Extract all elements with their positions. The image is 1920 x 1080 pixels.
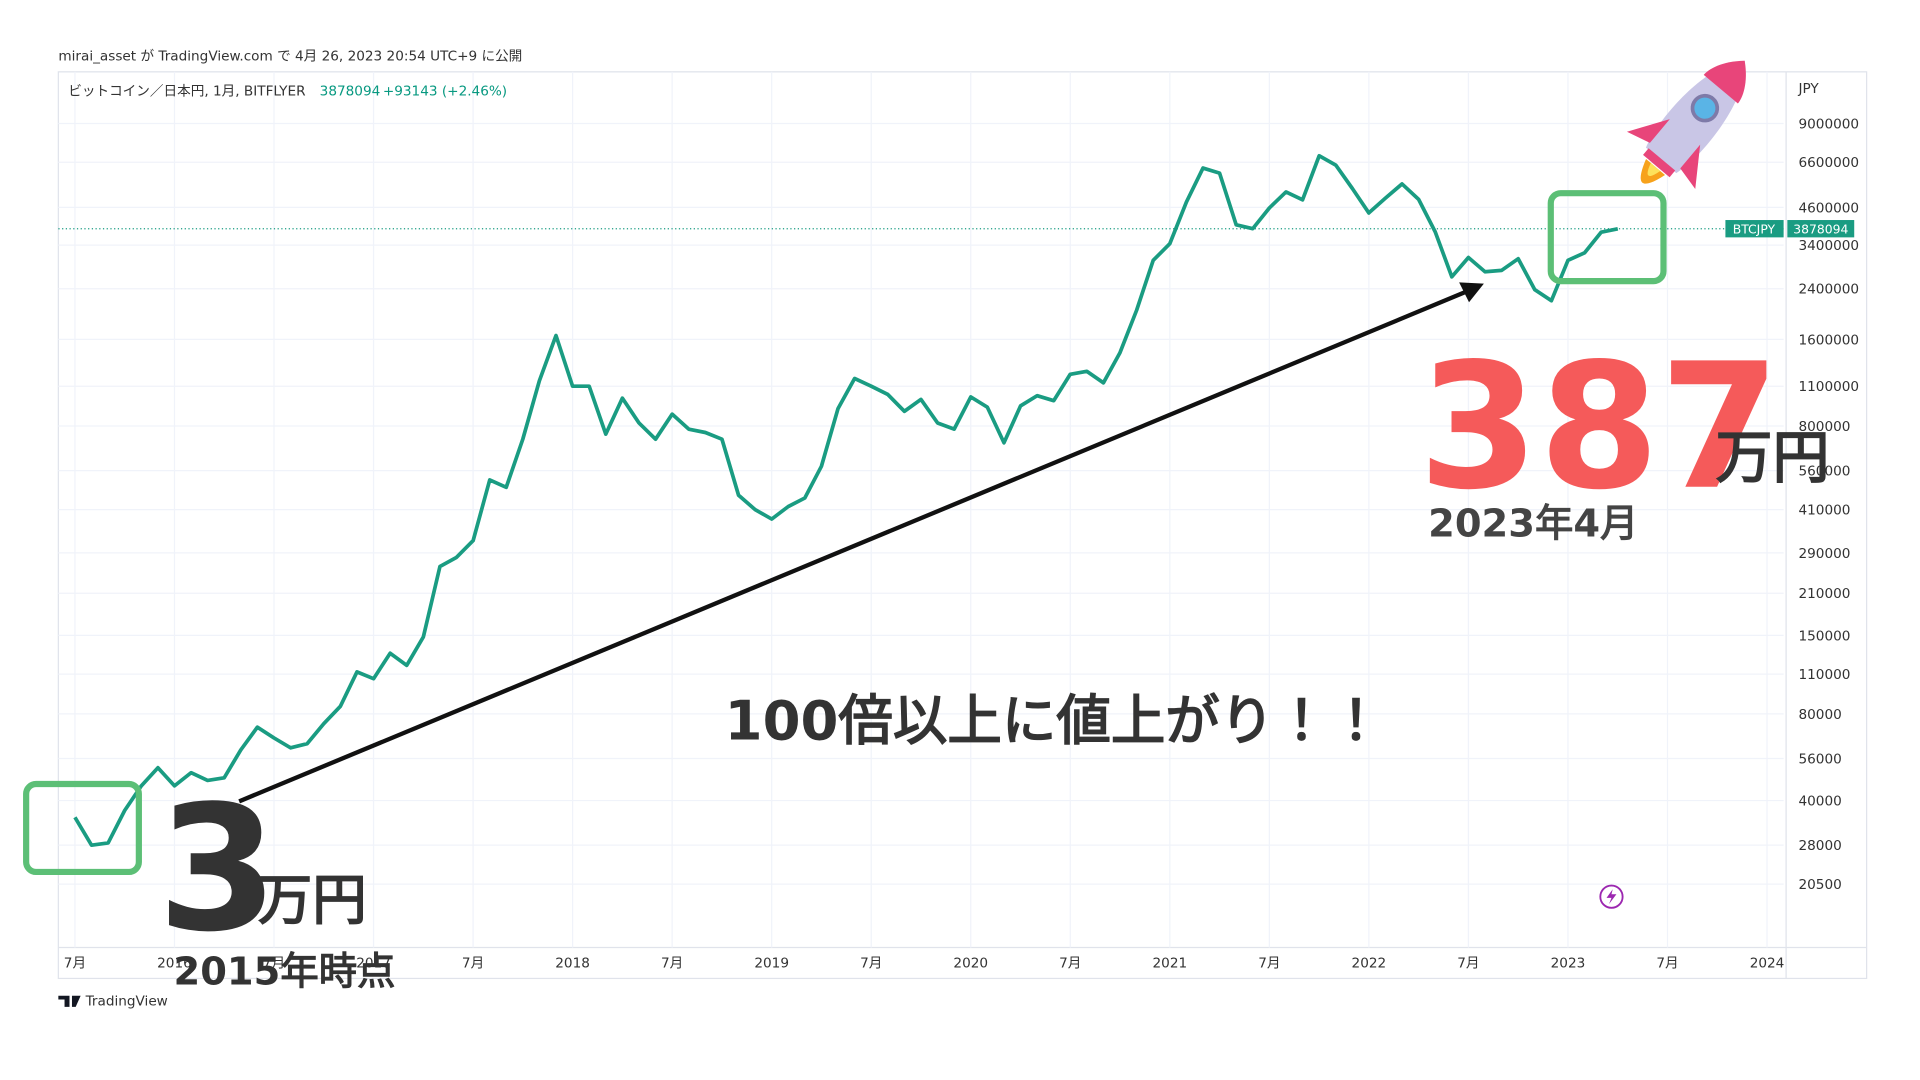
tv-logo xyxy=(58,995,81,1007)
end-unit: 万円 xyxy=(1716,425,1830,491)
x-tick-label: 7月 xyxy=(1656,955,1678,971)
y-tick-label: 410000 xyxy=(1798,503,1850,519)
y-tick-label: 9000000 xyxy=(1798,116,1859,132)
y-tick-label: 560000 xyxy=(1798,464,1850,480)
price-line xyxy=(73,153,1619,848)
arrow-line xyxy=(238,289,1469,804)
x-tick-label: 2023 xyxy=(1551,955,1586,971)
y-tick-label: 80000 xyxy=(1798,707,1841,723)
legend-value: 3878094 xyxy=(320,83,381,99)
x-tick-label: 2024 xyxy=(1750,955,1785,971)
x-tick-label: 2017 xyxy=(356,955,391,971)
y-tick-label: 40000 xyxy=(1798,794,1841,810)
x-tick-label: 7月 xyxy=(1457,955,1479,971)
y-tick-label: 150000 xyxy=(1798,628,1850,644)
price-tag-label: 3878094 xyxy=(1793,223,1848,237)
y-tick-label: 1600000 xyxy=(1798,332,1859,348)
y-tick-label: 20500 xyxy=(1798,877,1841,893)
x-tick-label: 2016 xyxy=(157,955,192,971)
lightning-icon[interactable] xyxy=(1599,884,1624,909)
y-tick-label: 28000 xyxy=(1798,838,1841,854)
frame xyxy=(57,71,1868,980)
x-tick-label: 2020 xyxy=(953,955,988,971)
y-tick-label: 210000 xyxy=(1798,586,1850,602)
x-tick-label: 7月 xyxy=(1059,955,1081,971)
change: +93143 (+2.46%) xyxy=(383,83,507,99)
x-tick-label: 2022 xyxy=(1352,955,1387,971)
y-tick-label: 2400000 xyxy=(1798,282,1859,298)
y-tick-label: 56000 xyxy=(1798,751,1841,767)
x-tick-label: 7月 xyxy=(860,955,882,971)
y-tick-label: 1100000 xyxy=(1798,379,1859,395)
start-unit: 万円 xyxy=(258,868,367,932)
start-box xyxy=(23,780,142,876)
arrow-head xyxy=(1459,282,1484,303)
x-tick-label: 7月 xyxy=(462,955,484,971)
y-tick-label: 290000 xyxy=(1798,546,1850,562)
y-tick-label: 110000 xyxy=(1798,667,1850,683)
x-tick-label: 7月 xyxy=(661,955,683,971)
symbol: ビットコイン／日本円, 1月, BITFLYER xyxy=(68,83,306,99)
x-tick-label: 2019 xyxy=(754,955,789,971)
y-tick-label: 800000 xyxy=(1798,419,1850,435)
y-tick-label: 6600000 xyxy=(1798,155,1859,171)
x-tick-label: 7月 xyxy=(64,955,86,971)
price-tag xyxy=(1787,220,1855,238)
start-date: 2015年時点 xyxy=(174,950,396,995)
footer: TradingView xyxy=(85,994,168,1010)
plot: BTCJPY 3878094 xyxy=(58,153,1855,848)
start-value: 3 xyxy=(157,768,278,970)
end-box xyxy=(1547,190,1667,285)
y-tick-label: 4600000 xyxy=(1798,200,1859,216)
end-date: 2023年4月 xyxy=(1428,501,1638,546)
rocket xyxy=(1626,60,1746,190)
x-tick-label: 7月 xyxy=(1258,955,1280,971)
lightning-glyph xyxy=(1606,889,1617,905)
symbol-tag xyxy=(1725,220,1784,238)
publisher: mirai_asset が TradingView.com で 4月 26, 2… xyxy=(58,49,522,65)
y-tick-label: 3400000 xyxy=(1798,238,1859,254)
x-tick-label: 2018 xyxy=(555,955,590,971)
y-axis-label: JPY xyxy=(1797,81,1819,97)
x-tick-label: 7月 xyxy=(263,955,285,971)
end-value: 387 xyxy=(1418,326,1780,528)
grid: 20500 28000 40000 56000 80000 110000 150000 210… xyxy=(58,71,1859,971)
symbol-tag-label: BTCJPY xyxy=(1733,223,1776,237)
x-tick-label: 2021 xyxy=(1153,955,1188,971)
message: 100倍以上に値上がり！！ xyxy=(725,688,1384,752)
